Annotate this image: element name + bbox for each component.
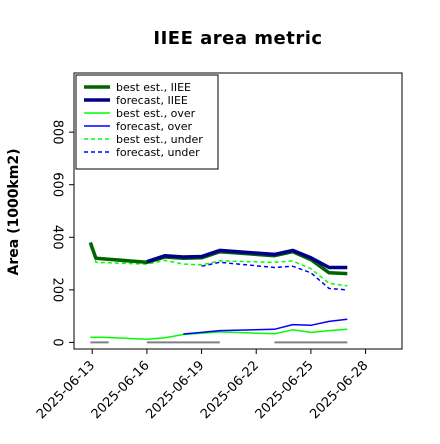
y-tick-label: 600: [50, 172, 65, 197]
legend-label: best est., IIEE: [116, 81, 191, 94]
chart-title: IIEE area metric: [153, 28, 322, 49]
y-tick-label: 0: [50, 338, 65, 346]
series-line-best-est-under: [89, 246, 348, 287]
legend-label: forecast, under: [116, 146, 200, 159]
y-axis-label: Area (1000km2): [6, 149, 22, 276]
y-tick-label: 400: [50, 225, 65, 250]
legend-label: forecast, over: [116, 120, 192, 133]
legend-box: [75, 74, 219, 170]
legend-label: forecast, IIEE: [116, 94, 188, 107]
series-line-best-est-over: [90, 328, 348, 341]
plot-frame: [73, 72, 403, 350]
plot-area: 02004006008002025-06-132025-06-162025-06…: [34, 72, 403, 422]
y-tick-label: 200: [50, 277, 65, 302]
legend-label: best est., under: [116, 133, 203, 146]
series-line-forecast-over: [183, 318, 348, 335]
series-line-forecast-iiee: [146, 248, 348, 270]
series-line-forecast-under: [201, 261, 348, 291]
y-tick-label: 800: [50, 120, 65, 145]
legend-label: best est., over: [116, 107, 196, 120]
x-tick-label: 2025-06-28: [307, 358, 371, 422]
